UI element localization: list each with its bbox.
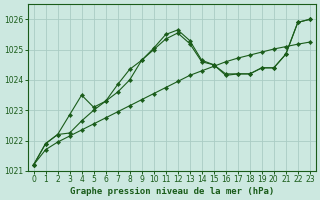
X-axis label: Graphe pression niveau de la mer (hPa): Graphe pression niveau de la mer (hPa): [69, 187, 274, 196]
